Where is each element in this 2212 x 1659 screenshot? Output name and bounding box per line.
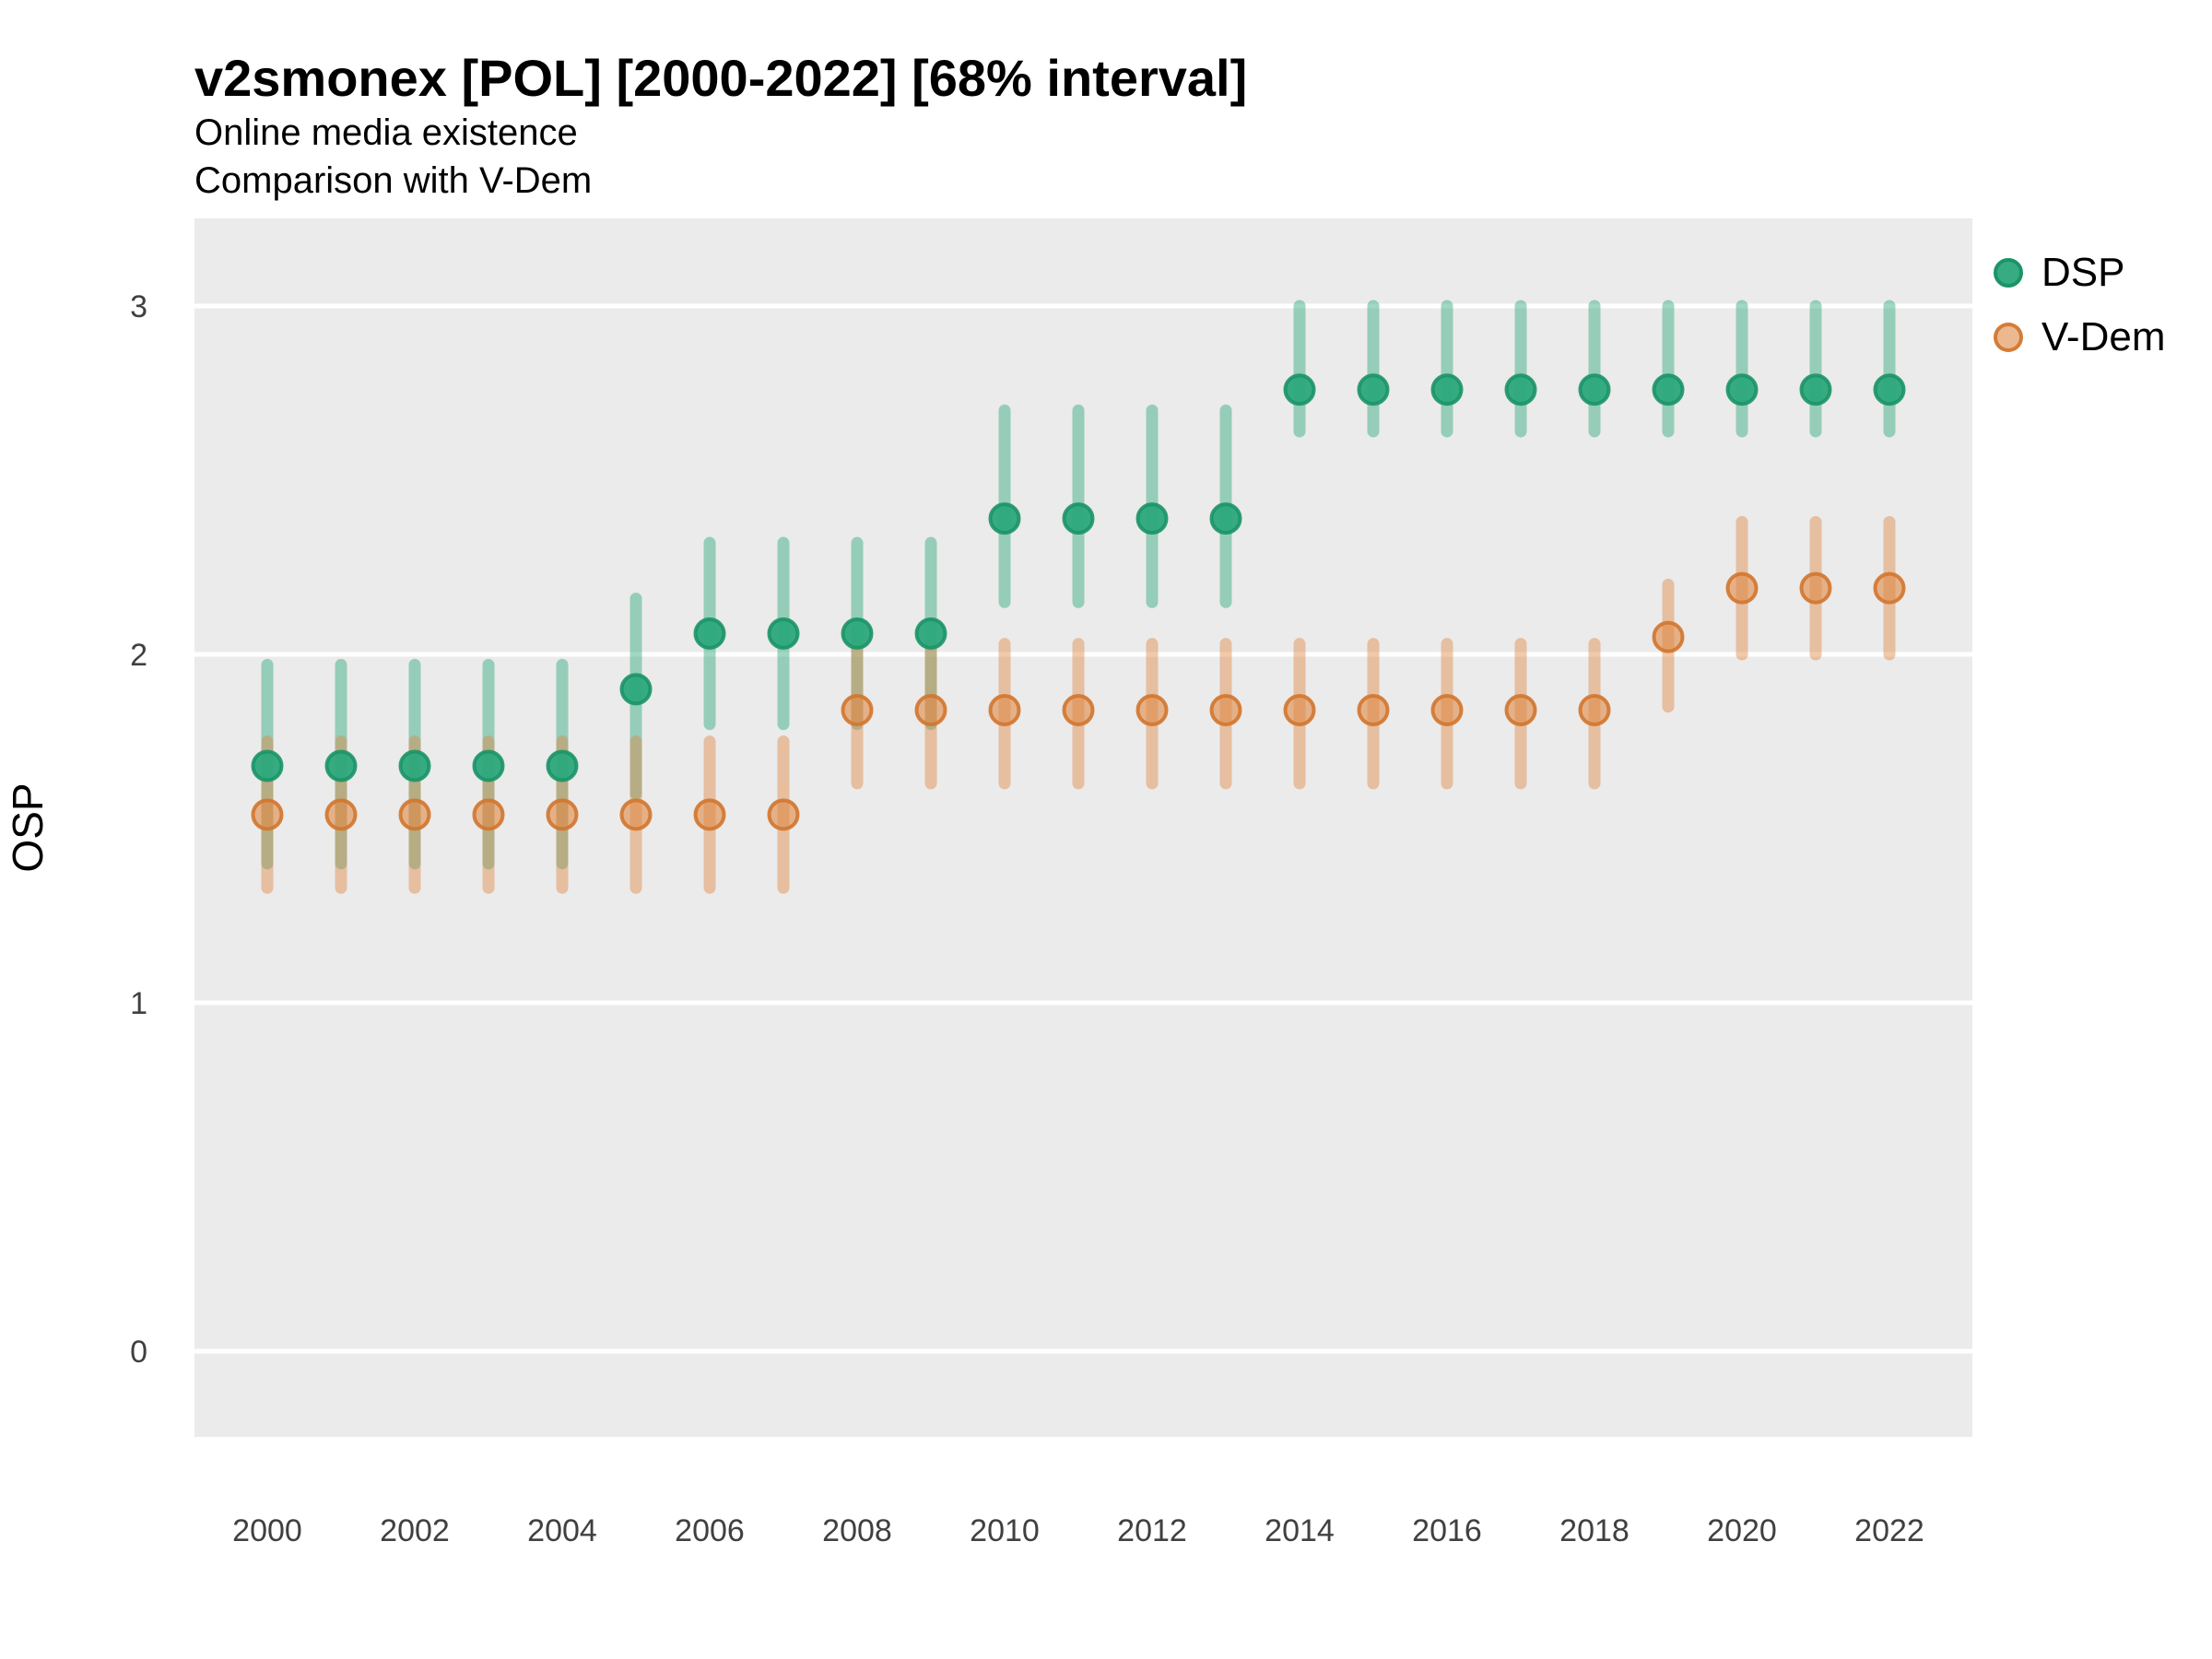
point-v-dem	[1504, 693, 1537, 726]
plot-panel	[194, 218, 1972, 1437]
point-v-dem	[1209, 693, 1242, 726]
point-dsp	[324, 749, 358, 782]
point-v-dem	[1283, 693, 1316, 726]
point-dsp	[988, 502, 1021, 535]
y-tick-label: 3	[130, 289, 147, 324]
legend-label-dsp: DSP	[2041, 250, 2125, 295]
point-v-dem	[1652, 620, 1685, 653]
panel-background	[194, 218, 1972, 1437]
point-dsp	[398, 749, 431, 782]
vdem-legend-dot-icon	[1994, 323, 2023, 352]
point-v-dem	[1799, 571, 1832, 605]
x-tick-label: 2002	[380, 1513, 450, 1548]
point-v-dem	[1578, 693, 1611, 726]
legend-label-vdem: V-Dem	[2041, 314, 2166, 359]
x-tick-label: 2014	[1265, 1513, 1335, 1548]
x-axis-tick-labels: 2000 2002 2004 2006 2008 2010 2012 2014 2016 2018…	[232, 1513, 1924, 1548]
x-tick-label: 2018	[1559, 1513, 1630, 1548]
point-v-dem	[1135, 693, 1169, 726]
point-dsp	[1357, 373, 1390, 406]
gridlines	[194, 303, 1972, 1354]
x-tick-label: 2006	[675, 1513, 745, 1548]
point-v-dem	[251, 798, 284, 831]
point-v-dem	[1725, 571, 1759, 605]
point-v-dem	[841, 693, 874, 726]
point-dsp	[1062, 502, 1095, 535]
point-dsp	[1652, 373, 1685, 406]
point-v-dem	[546, 798, 579, 831]
x-tick-label: 2010	[970, 1513, 1040, 1548]
point-dsp	[472, 749, 505, 782]
point-v-dem	[619, 798, 653, 831]
point-v-dem	[1357, 693, 1390, 726]
x-tick-label: 2000	[232, 1513, 302, 1548]
x-tick-label: 2022	[1854, 1513, 1924, 1548]
legend: DSP V-Dem	[1994, 241, 2165, 370]
point-dsp	[1578, 373, 1611, 406]
point-v-dem	[472, 798, 505, 831]
y-axis-tick-labels: 0 1 2 3	[130, 289, 147, 1370]
point-dsp	[914, 617, 947, 650]
point-dsp	[841, 617, 874, 650]
y-tick-label: 1	[130, 986, 147, 1021]
point-dsp	[546, 749, 579, 782]
y-tick-label: 0	[130, 1335, 147, 1370]
x-tick-label: 2004	[527, 1513, 597, 1548]
page-title: v2smonex [POL] [2000-2022] [68% interval…	[194, 49, 1248, 107]
x-tick-label: 2008	[822, 1513, 892, 1548]
y-tick-label: 2	[130, 638, 147, 673]
point-v-dem	[914, 693, 947, 726]
dsp-legend-dot-icon	[1994, 258, 2023, 288]
point-dsp	[1873, 373, 1906, 406]
point-v-dem	[767, 798, 800, 831]
point-dsp	[1799, 373, 1832, 406]
point-dsp	[1504, 373, 1537, 406]
x-tick-label: 2012	[1117, 1513, 1187, 1548]
point-v-dem	[1873, 571, 1906, 605]
point-v-dem	[988, 693, 1021, 726]
data-points	[251, 373, 1906, 831]
point-dsp	[1209, 502, 1242, 535]
x-tick-label: 2016	[1412, 1513, 1482, 1548]
point-v-dem	[1430, 693, 1464, 726]
point-v-dem	[1062, 693, 1095, 726]
legend-item-dsp: DSP	[1994, 241, 2165, 305]
point-dsp	[1430, 373, 1464, 406]
point-v-dem	[324, 798, 358, 831]
point-dsp	[1135, 502, 1169, 535]
chart-subtitle-line2: Comparison with V-Dem	[194, 160, 593, 201]
x-tick-label: 2020	[1707, 1513, 1777, 1548]
point-v-dem	[693, 798, 726, 831]
point-dsp	[693, 617, 726, 650]
point-dsp	[251, 749, 284, 782]
point-dsp	[1283, 373, 1316, 406]
chart-subtitle-line1: Online media existence	[194, 112, 578, 153]
point-v-dem	[398, 798, 431, 831]
point-dsp	[619, 673, 653, 706]
legend-item-vdem: V-Dem	[1994, 305, 2165, 370]
point-dsp	[1725, 373, 1759, 406]
point-dsp	[767, 617, 800, 650]
